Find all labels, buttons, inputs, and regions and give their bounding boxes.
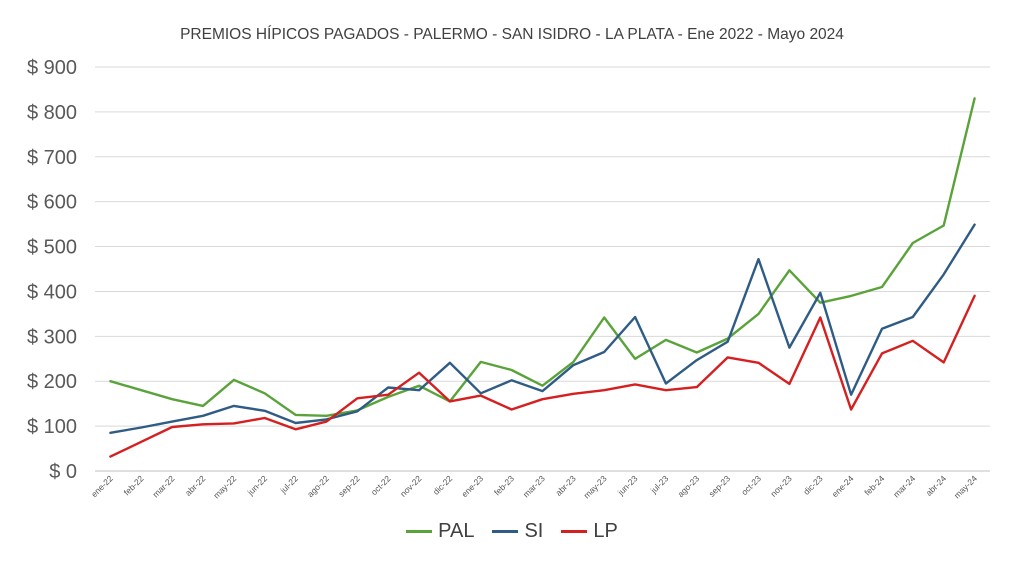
x-tick-label: jul-22 xyxy=(278,473,301,496)
series-line-lp xyxy=(109,294,976,458)
chart-legend: PAL SI LP xyxy=(0,520,1024,543)
x-tick-label: sep-23 xyxy=(707,473,733,499)
y-tick-label: $ 500 xyxy=(27,237,77,259)
x-tick-label: dic-22 xyxy=(431,473,455,497)
x-tick-label: nov-22 xyxy=(398,473,424,499)
x-tick-label: jun-23 xyxy=(615,473,640,498)
x-tick-label: jun-22 xyxy=(245,473,270,498)
x-tick-label: mar-24 xyxy=(891,473,917,499)
x-tick-label: jul-23 xyxy=(648,473,671,496)
legend-item-lp: LP xyxy=(561,520,618,543)
y-tick-label: $ 100 xyxy=(27,416,77,438)
x-tick-label: ago-22 xyxy=(305,473,331,499)
y-tick-label: $ 200 xyxy=(27,371,77,393)
legend-item-si: SI xyxy=(492,520,543,543)
y-tick-label: $ 600 xyxy=(27,192,77,214)
x-tick-label: feb-22 xyxy=(122,473,146,497)
chart-title: PREMIOS HÍPICOS PAGADOS - PALERMO - SAN … xyxy=(180,26,844,43)
legend-item-pal: PAL xyxy=(406,520,474,543)
y-tick-label: $ 0 xyxy=(49,461,77,483)
x-tick-label: nov-23 xyxy=(768,473,794,499)
y-tick-label: $ 700 xyxy=(27,147,77,169)
x-tick-label: may-22 xyxy=(211,473,238,500)
legend-label-si: SI xyxy=(524,520,544,542)
x-tick-label: ago-23 xyxy=(675,473,701,499)
x-tick-label: feb-24 xyxy=(862,473,886,497)
x-tick-label: may-24 xyxy=(952,473,979,500)
series-line-pal xyxy=(109,97,976,417)
x-tick-label: oct-23 xyxy=(739,473,763,497)
x-tick-label: ene-24 xyxy=(830,473,856,499)
legend-label-lp: LP xyxy=(593,520,618,542)
x-tick-label: feb-23 xyxy=(492,473,516,497)
x-tick-label: abr-24 xyxy=(924,473,949,498)
legend-swatch-pal xyxy=(406,530,433,533)
y-tick-label: $ 300 xyxy=(27,326,77,348)
legend-label-pal: PAL xyxy=(438,520,475,542)
x-tick-label: mar-22 xyxy=(150,473,176,499)
x-tick-label: abr-23 xyxy=(553,473,578,498)
y-tick-label: $ 400 xyxy=(27,281,77,303)
x-tick-label: may-23 xyxy=(582,473,609,500)
x-tick-label: abr-22 xyxy=(183,473,208,498)
x-tick-label: dic-23 xyxy=(801,473,825,497)
x-tick-label: ene-22 xyxy=(89,473,115,499)
series-line-si xyxy=(109,223,976,434)
legend-swatch-lp xyxy=(561,530,588,533)
y-tick-label: $ 900 xyxy=(27,57,77,79)
x-tick-label: ene-23 xyxy=(459,473,485,499)
x-tick-label: sep-22 xyxy=(336,473,362,499)
x-tick-label: mar-23 xyxy=(521,473,547,499)
legend-swatch-si xyxy=(492,530,519,533)
x-tick-label: oct-22 xyxy=(369,473,393,497)
y-tick-label: $ 800 xyxy=(27,102,77,124)
